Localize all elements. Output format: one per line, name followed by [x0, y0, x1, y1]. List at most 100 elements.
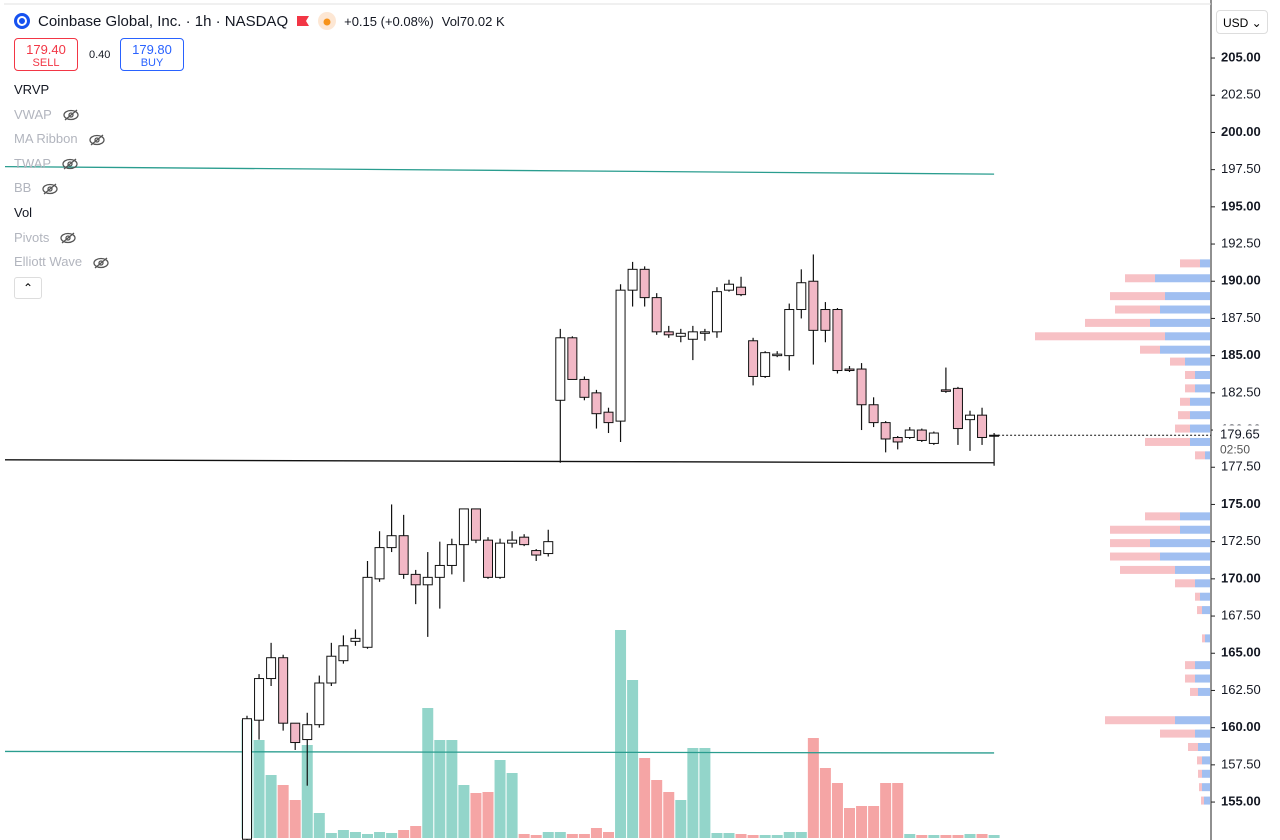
profile-buy [1175, 716, 1210, 725]
profile-buy [1204, 796, 1210, 805]
volume-bar [904, 834, 916, 838]
buy-button[interactable]: 179.80 BUY [120, 38, 184, 71]
candle-body [699, 331, 710, 334]
indicator[interactable]: BB [14, 180, 59, 195]
hidden-eye-icon[interactable] [62, 109, 80, 121]
indicator-name: Vol [14, 205, 33, 220]
candle-body [965, 414, 975, 421]
volume-bar [277, 785, 289, 838]
volume-bar [410, 826, 422, 838]
candle-body [892, 436, 903, 443]
candle-body [916, 429, 927, 441]
candle-body [350, 637, 361, 642]
profile-sell [1110, 539, 1150, 548]
candle-body [591, 392, 602, 415]
profile-buy [1190, 411, 1210, 420]
y-tick-label: 162.50 [1221, 682, 1261, 697]
volume-bar [723, 833, 735, 838]
candle-body [952, 387, 963, 430]
candle-body [687, 331, 698, 340]
profile-sell [1180, 397, 1190, 406]
indicator[interactable]: Vol [14, 205, 32, 220]
hidden-eye-icon[interactable] [61, 158, 79, 170]
profile-sell [1185, 384, 1195, 393]
candle-body [278, 657, 289, 724]
profile-sell [1190, 687, 1198, 696]
flag-icon[interactable] [296, 15, 310, 27]
hidden-eye-icon[interactable] [41, 183, 59, 195]
hidden-eye-icon[interactable] [88, 134, 106, 146]
hidden-eye-icon[interactable] [59, 232, 77, 244]
candle-body [495, 542, 506, 578]
volume-bar [868, 806, 880, 838]
profile-buy [1200, 259, 1210, 268]
y-tick-label: 177.50 [1221, 459, 1261, 474]
currency-select[interactable]: USD ⌄ [1216, 10, 1268, 34]
candle-body [904, 429, 915, 438]
profile-buy [1160, 345, 1210, 354]
indicator-line [4, 750, 995, 754]
y-tick-label: 182.50 [1221, 384, 1261, 399]
hidden-eye-icon[interactable] [92, 257, 110, 269]
y-tick-label: 195.00 [1221, 198, 1261, 213]
collapse-button[interactable]: ⌃ [14, 277, 42, 299]
profile-buy [1180, 512, 1210, 521]
volume-bar [458, 785, 470, 838]
candle-body [398, 535, 409, 575]
candle-body [603, 411, 614, 424]
candle-body [675, 332, 686, 337]
volume-bar [675, 800, 687, 838]
indicator[interactable]: VRVP [14, 82, 49, 97]
volume-bar [988, 835, 1000, 838]
profile-buy [1150, 318, 1210, 327]
sell-button[interactable]: 179.40 SELL [14, 38, 78, 71]
profile-buy [1195, 370, 1210, 379]
profile-buy [1165, 292, 1210, 301]
indicator[interactable]: Pivots [14, 230, 77, 245]
candle-body [772, 353, 783, 357]
candle-body [519, 536, 530, 546]
indicator[interactable]: Elliott Wave [14, 254, 110, 269]
volume-bar [566, 834, 578, 838]
indicator-name: MA Ribbon [14, 131, 78, 147]
volume-bar [265, 775, 277, 838]
indicator-name: Pivots [14, 229, 50, 245]
profile-sell [1178, 411, 1190, 420]
y-tick-label: 185.00 [1221, 347, 1261, 362]
candle-body [507, 539, 518, 544]
volume-bar [747, 835, 759, 838]
candle-body [711, 291, 722, 333]
indicator[interactable]: TWAP [14, 156, 79, 171]
candle-body [555, 337, 566, 401]
indicator-name: VRVP [14, 82, 50, 97]
indicator[interactable]: MA Ribbon [14, 131, 106, 146]
volume-bar [831, 783, 843, 838]
candle-body [470, 508, 481, 541]
indicator[interactable]: VWAP [14, 107, 80, 122]
currency: USD [1223, 16, 1249, 30]
profile-sell [1195, 592, 1200, 601]
y-tick-label: 155.00 [1221, 793, 1261, 808]
candle-body [434, 564, 445, 578]
volume-caption: Vol [441, 13, 460, 29]
volume-bar [916, 835, 928, 838]
volume-bar [325, 833, 337, 838]
profile-sell [1120, 565, 1175, 574]
price-tag-box [1213, 425, 1275, 460]
candle-body [748, 340, 759, 377]
profile-buy [1202, 783, 1210, 792]
profile-sell [1188, 742, 1198, 751]
volume-bar [590, 828, 602, 838]
y-tick-label: 167.50 [1221, 607, 1261, 622]
volume-bar [362, 834, 373, 838]
profile-buy [1200, 592, 1210, 601]
candle-body [338, 645, 349, 662]
volume-bar [518, 834, 530, 838]
candle-body [242, 718, 252, 840]
y-tick-label: 175.00 [1221, 496, 1261, 511]
profile-buy [1150, 539, 1210, 548]
profile-sell [1145, 512, 1180, 521]
countdown: 02:50 [1220, 442, 1250, 456]
buy-price: 179.80 [132, 42, 172, 57]
